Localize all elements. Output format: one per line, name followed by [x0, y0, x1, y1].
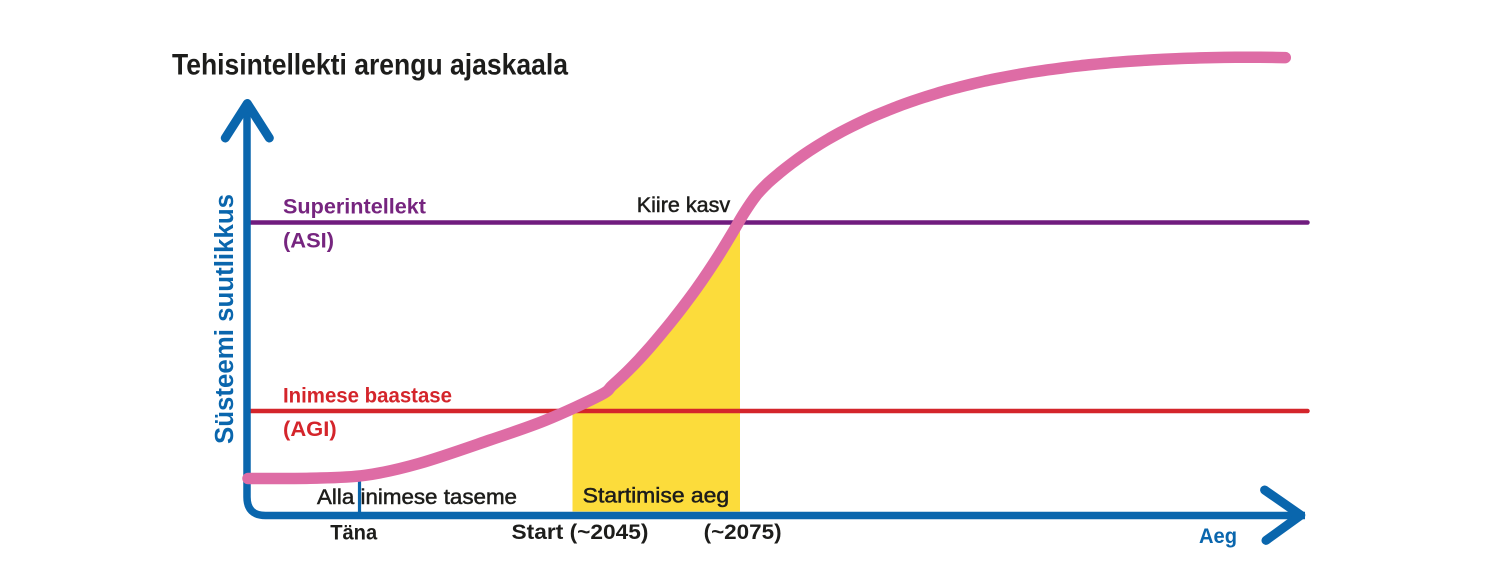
svg-text:Süsteemi suutlikkus: Süsteemi suutlikkus	[211, 194, 239, 444]
svg-text:Superintellekt: Superintellekt	[283, 196, 426, 219]
svg-text:Inimese baastase: Inimese baastase	[283, 385, 452, 408]
svg-text:Startimise aeg: Startimise aeg	[583, 485, 730, 508]
svg-text:Aeg: Aeg	[1199, 525, 1237, 548]
svg-text:Täna: Täna	[330, 522, 377, 545]
svg-text:Kiire kasv: Kiire kasv	[637, 194, 731, 217]
svg-text:Start (~2045): Start (~2045)	[512, 521, 649, 544]
svg-text:(~2075): (~2075)	[704, 521, 782, 544]
svg-text:(AGI): (AGI)	[283, 418, 337, 441]
svg-text:Tehisintellekti arengu ajaskaa: Tehisintellekti arengu ajaskaala	[172, 49, 568, 82]
svg-text:(ASI): (ASI)	[283, 230, 334, 253]
svg-text:Alla inimese taseme: Alla inimese taseme	[317, 486, 517, 509]
